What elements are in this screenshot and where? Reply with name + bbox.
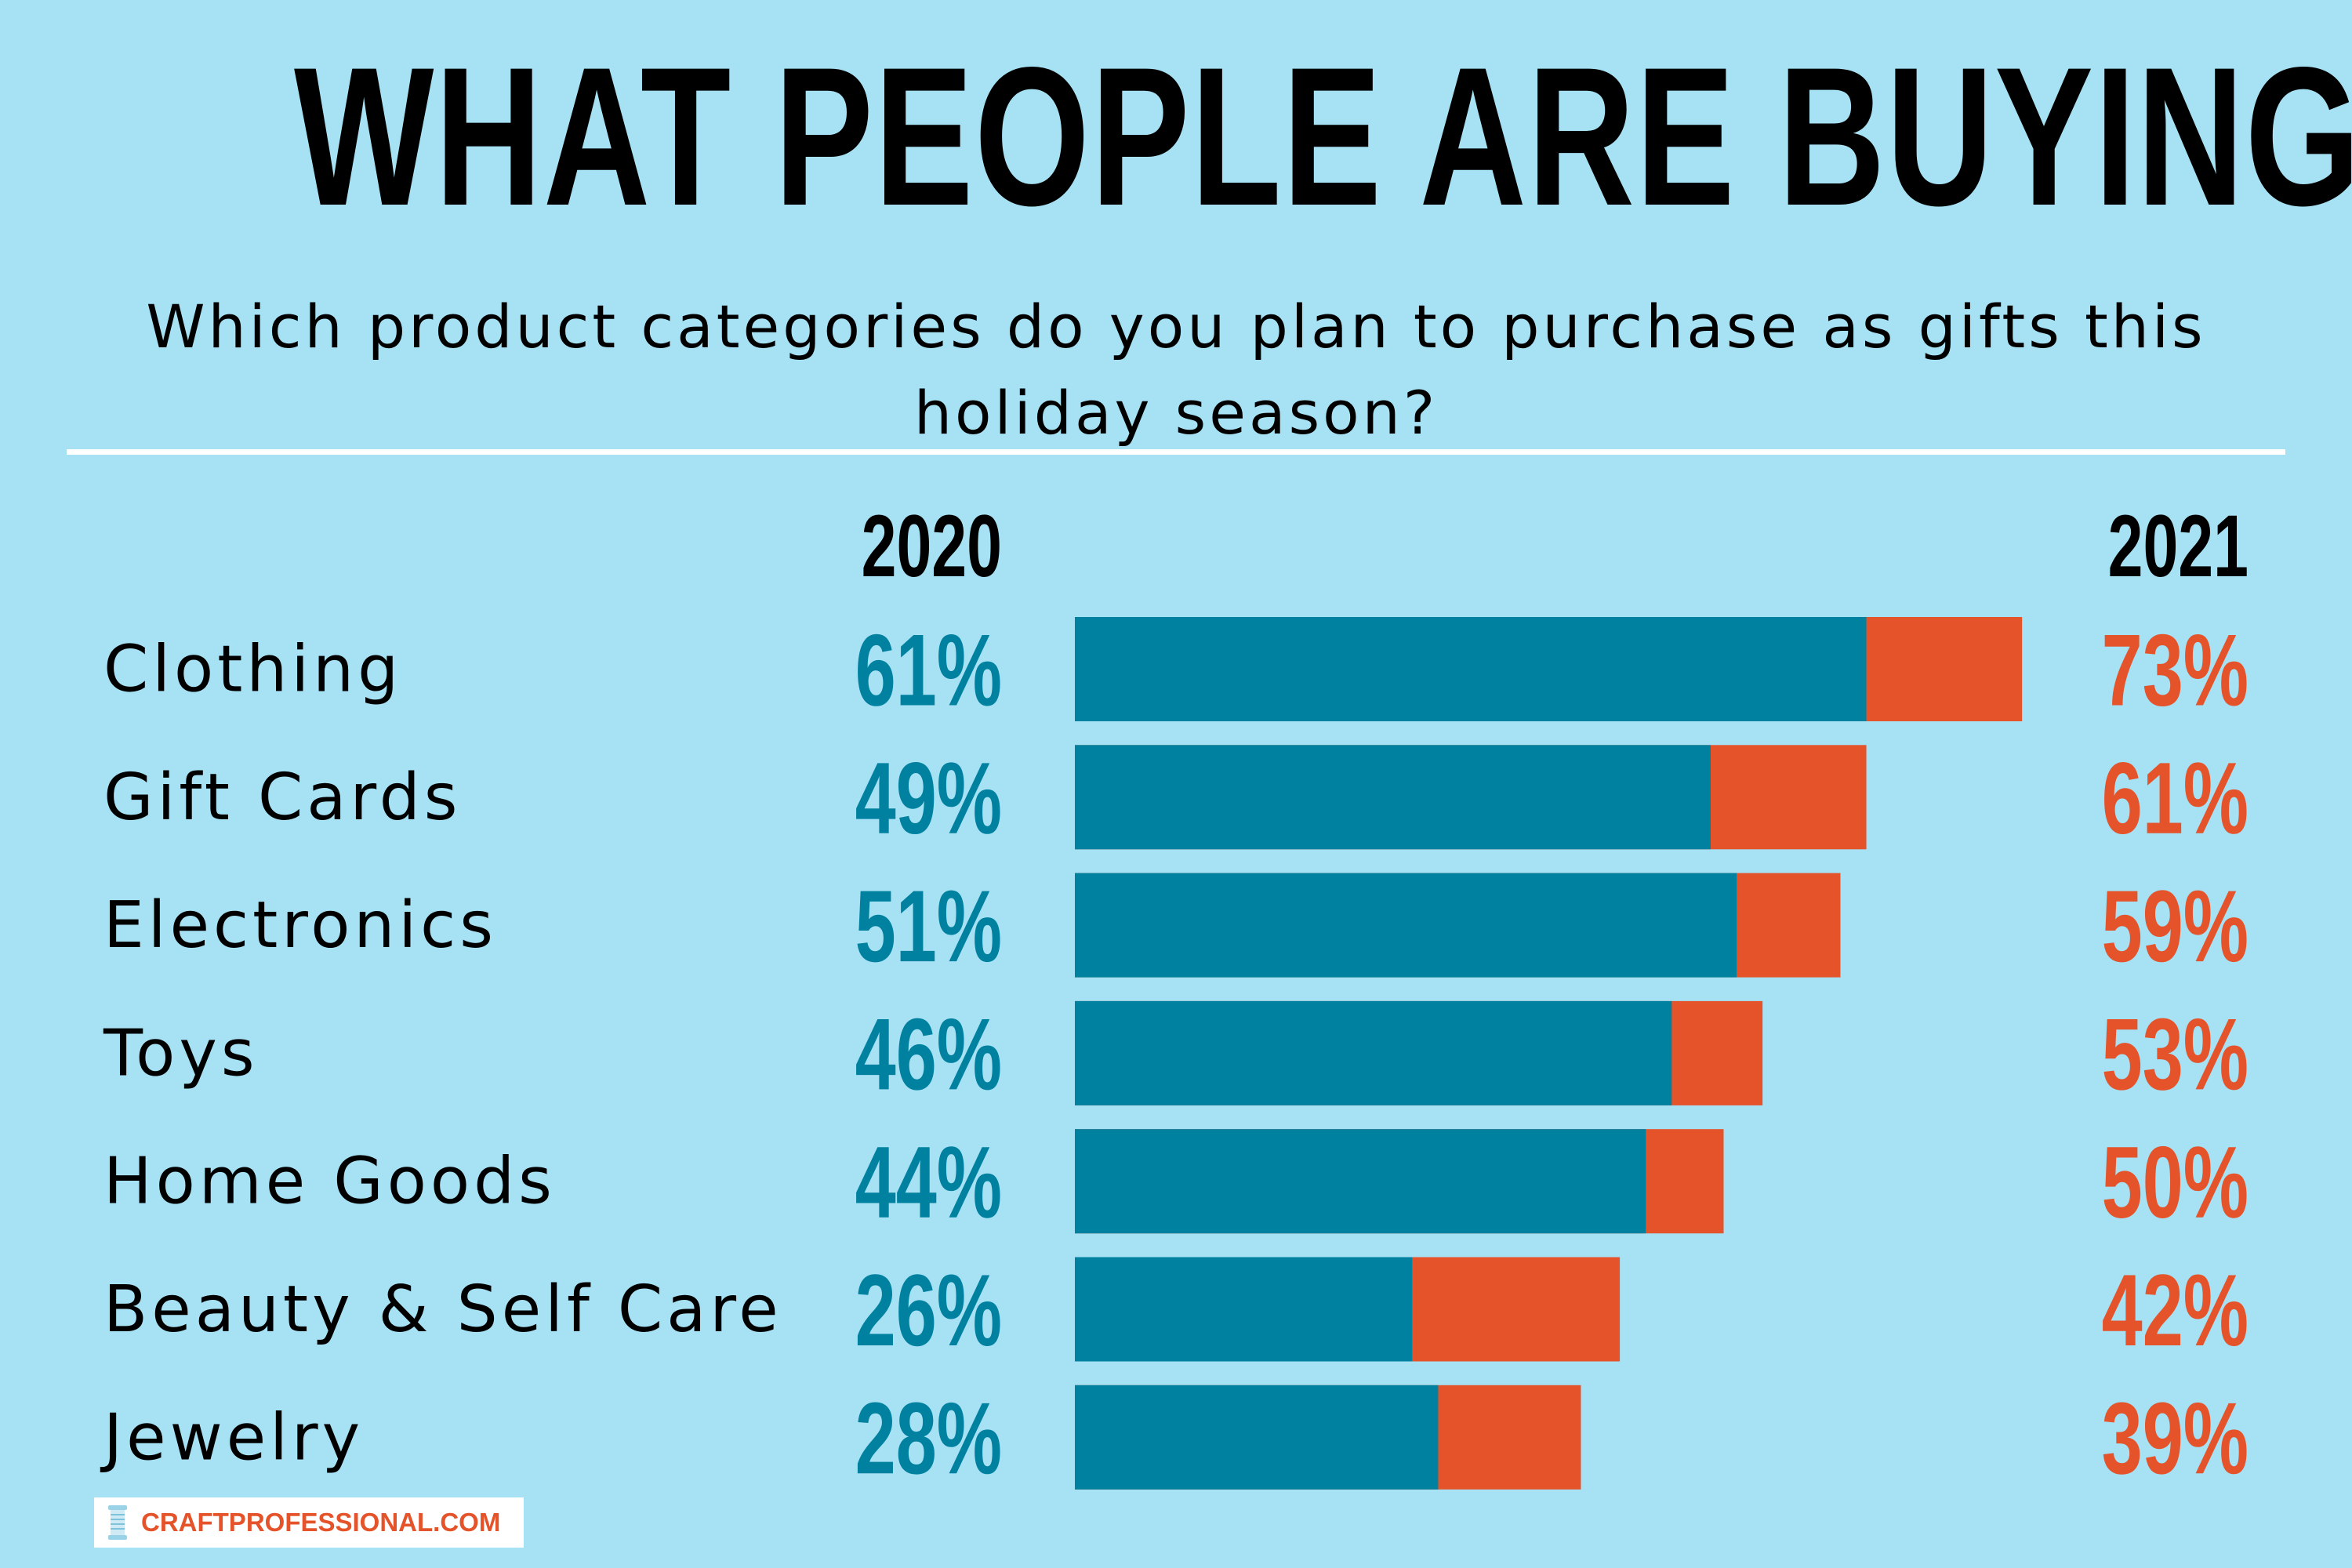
brand-logo[interactable]: CRAFTPROFESSIONAL.COM — [94, 1497, 524, 1548]
category-label: Electronics — [103, 888, 497, 963]
bar-2020 — [1075, 1257, 1413, 1362]
value-label-2021: 50% — [2102, 1126, 2249, 1240]
thread-spool-icon — [108, 1505, 127, 1540]
brand-logo-text: CRAFTPROFESSIONAL.COM — [141, 1508, 501, 1537]
value-label-2020: 28% — [855, 1381, 1002, 1496]
value-label-2020: 61% — [855, 613, 1002, 728]
category-label: Home Goods — [103, 1145, 556, 1219]
chart-subtitle: Which product categories do you plan to … — [146, 292, 2206, 448]
category-label: Toys — [103, 1016, 259, 1091]
legend-2020: 2020 — [862, 497, 1002, 595]
value-label-2021: 39% — [2102, 1381, 2249, 1496]
legend-2021: 2021 — [2108, 497, 2249, 595]
bar-2020 — [1075, 1385, 1439, 1490]
value-label-2021: 53% — [2102, 997, 2249, 1112]
category-label: Jewelry — [100, 1400, 364, 1475]
value-label-2021: 73% — [2102, 613, 2249, 728]
bar-2020 — [1075, 745, 1711, 850]
bar-2020 — [1075, 1129, 1646, 1234]
value-label-2021: 59% — [2102, 869, 2249, 984]
title-divider — [67, 449, 2285, 455]
page-title: WHAT PEOPLE ARE BUYING — [294, 27, 2352, 247]
value-label-2020: 26% — [855, 1254, 1002, 1368]
category-label: Beauty & Self Care — [103, 1272, 782, 1347]
value-label-2021: 61% — [2102, 742, 2249, 856]
value-label-2020: 46% — [855, 997, 1002, 1112]
value-label-2021: 42% — [2102, 1254, 2249, 1368]
value-label-2020: 49% — [855, 742, 1002, 856]
category-label: Clothing — [103, 633, 402, 707]
value-label-2020: 44% — [855, 1126, 1002, 1240]
bar-2020 — [1075, 1000, 1672, 1105]
value-label-2020: 51% — [855, 869, 1002, 984]
category-label: Gift Cards — [103, 760, 462, 835]
bar-2020 — [1075, 617, 1867, 721]
bar-2020 — [1075, 873, 1737, 978]
